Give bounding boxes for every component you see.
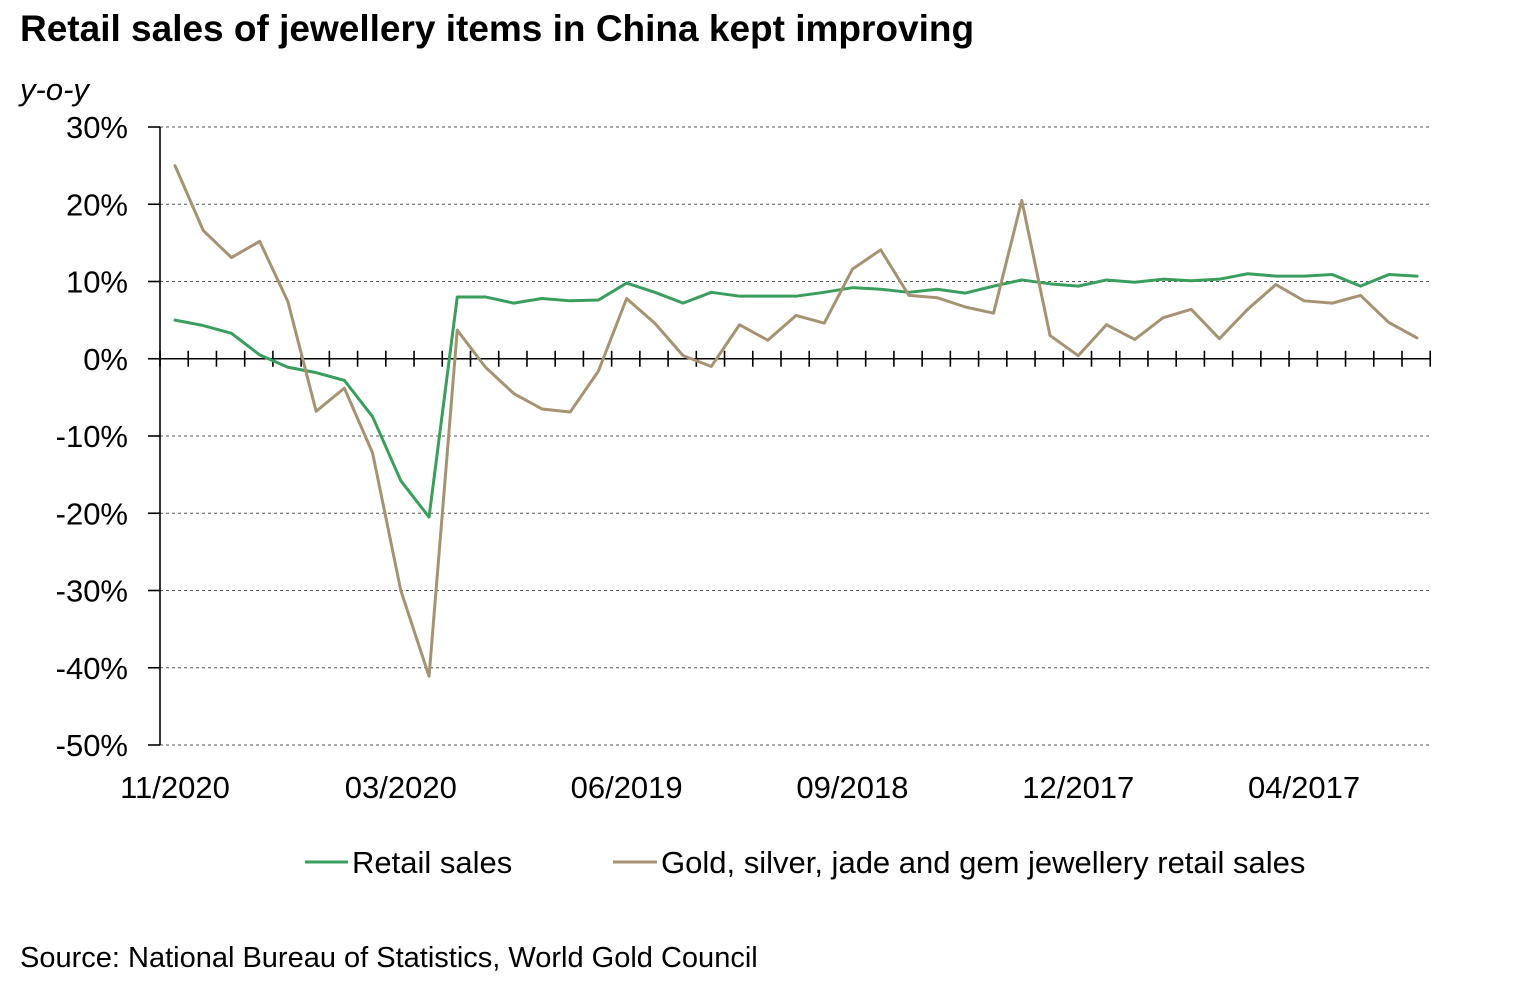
x-tick-label: 12/2017: [1022, 770, 1134, 805]
y-tick-label: -20%: [56, 496, 128, 531]
x-tick-label: 04/2017: [1248, 770, 1360, 805]
legend-label: Retail sales: [352, 845, 512, 880]
legend-label: Gold, silver, jade and gem jewellery ret…: [661, 845, 1305, 880]
y-tick-label: -30%: [56, 574, 128, 609]
y-tick-label: 30%: [66, 110, 128, 145]
x-tick-label: 09/2018: [796, 770, 908, 805]
series-line-jewellery-retail-sales: [173, 164, 1419, 678]
x-tick-label: 03/2020: [345, 770, 457, 805]
x-tick-label: 06/2019: [571, 770, 683, 805]
y-tick-label: 20%: [66, 187, 128, 222]
y-tick-label: -50%: [56, 728, 128, 763]
series-lines: [173, 164, 1419, 678]
y-tick-label: -10%: [56, 419, 128, 454]
gridlines: [160, 126, 1430, 746]
y-tick-label: -40%: [56, 651, 128, 686]
y-tick-label: 0%: [83, 342, 128, 377]
source-note: Source: National Bureau of Statistics, W…: [20, 942, 758, 974]
y-tick-labels: -50% -40% -30% -20% -10% 0% 10% 20% 30%: [56, 110, 128, 763]
x-tick-label: 11/2020: [120, 770, 230, 805]
series-line-retail-sales: [173, 272, 1419, 519]
y-axis: [148, 126, 161, 746]
y-tick-label: 10%: [66, 265, 128, 300]
legend: Retail sales Gold, silver, jade and gem j…: [305, 845, 1305, 880]
x-axis: [159, 350, 1432, 367]
y-axis-unit-label: y-o-y: [20, 72, 89, 107]
chart-title: Retail sales of jewellery items in China…: [20, 8, 975, 49]
x-tick-labels: 11/2020 03/2020 06/2019 09/2018 12/2017 04/20…: [120, 770, 1360, 805]
